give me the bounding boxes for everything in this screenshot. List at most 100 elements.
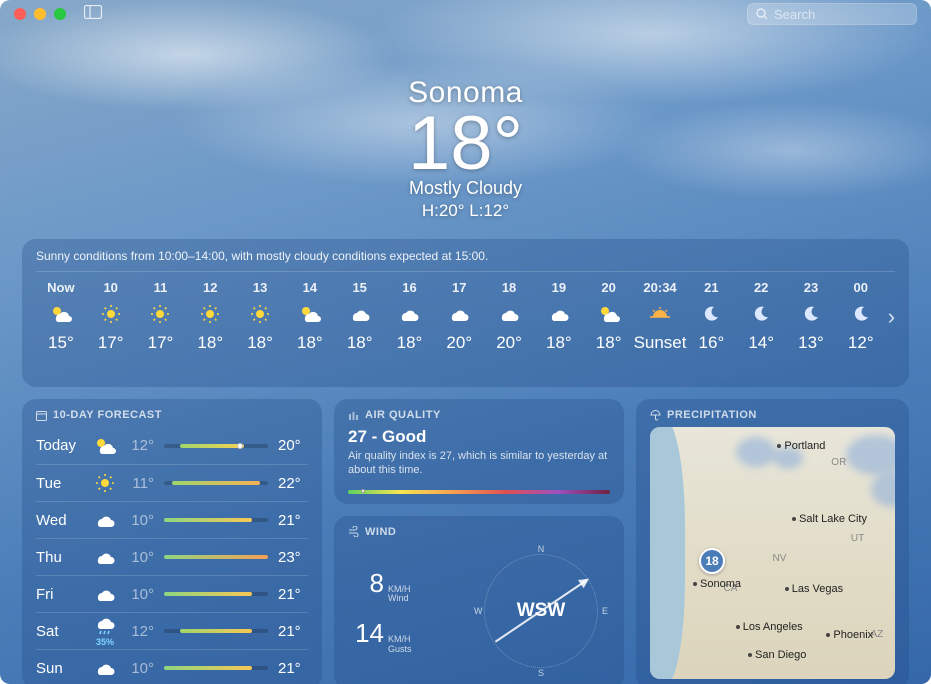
wind-speed: 8 xyxy=(348,568,384,599)
hourly-item[interactable]: 17 20° xyxy=(434,280,484,353)
hour-time: 19 xyxy=(552,280,566,295)
search-field[interactable] xyxy=(747,3,917,25)
map-city-label: Phoenix xyxy=(826,629,873,641)
minimize-button[interactable] xyxy=(34,8,46,20)
forecast-row[interactable]: Fri10°21° xyxy=(36,575,308,612)
hourly-item[interactable]: 23 13° xyxy=(786,280,836,353)
hourly-item[interactable]: 2214° xyxy=(736,280,786,353)
hour-time: 15 xyxy=(352,280,366,295)
map-location-pin[interactable]: 18 xyxy=(699,548,725,574)
drizzle-icon: 35% xyxy=(90,615,120,647)
forecast-range-bar xyxy=(164,592,268,596)
forecast-range-bar xyxy=(164,666,268,670)
forecast-day: Today xyxy=(36,437,90,454)
forecast-row[interactable]: Sat35%12° 21° xyxy=(36,612,308,649)
aq-scale-bar xyxy=(348,490,610,494)
hour-time: 17 xyxy=(452,280,466,295)
forecast-low: 12° xyxy=(120,623,154,640)
hourly-item[interactable]: 2018° xyxy=(584,280,634,353)
hourly-item[interactable]: 1318° xyxy=(235,280,285,353)
forecast-high: 23° xyxy=(278,549,308,566)
forecast-day: Thu xyxy=(36,549,90,566)
hour-value: 13° xyxy=(798,333,824,353)
hourly-item[interactable]: 2116° xyxy=(687,280,737,353)
sidebar-toggle-icon[interactable] xyxy=(84,5,102,24)
partly-cloudy-icon xyxy=(49,303,73,325)
forecast-row[interactable]: Wed10°21° xyxy=(36,501,308,538)
forecast-range-bar xyxy=(164,629,268,633)
aq-title: AIR QUALITY xyxy=(348,409,610,421)
hour-value: 18° xyxy=(546,333,572,353)
cloudy-icon xyxy=(348,303,372,325)
forecast-day: Wed xyxy=(36,512,90,529)
hourly-item[interactable]: 1518° xyxy=(335,280,385,353)
clear-night-icon xyxy=(851,303,871,325)
search-input[interactable] xyxy=(774,7,908,22)
hourly-item[interactable]: 1218° xyxy=(185,280,235,353)
hour-time: 21 xyxy=(704,280,718,295)
titlebar xyxy=(0,0,931,28)
hour-time: 13 xyxy=(253,280,267,295)
hourly-item[interactable]: 1117° xyxy=(136,280,186,353)
forecast-range-bar xyxy=(164,444,268,448)
wind-panel[interactable]: WIND 8 KM/HWind 14 KM/HGusts xyxy=(334,516,624,684)
map-state-label: OR xyxy=(831,457,846,468)
hourly-scroll-right[interactable]: › xyxy=(886,304,895,330)
hour-time: 22 xyxy=(754,280,768,295)
umbrella-icon xyxy=(650,410,661,421)
hourly-item[interactable]: 20:34 Sunset xyxy=(634,280,687,353)
forecast-row[interactable]: Today12°20° xyxy=(36,427,308,464)
hour-time: 16 xyxy=(402,280,416,295)
forecast-day: Sun xyxy=(36,660,90,677)
hour-time: 20:34 xyxy=(643,280,676,295)
hourly-item[interactable]: Now15° xyxy=(36,280,86,353)
sunny-icon xyxy=(149,303,171,325)
cloudy-icon xyxy=(497,303,521,325)
precip-blob xyxy=(736,437,776,467)
forecast-range-bar xyxy=(164,555,268,559)
current-condition: Mostly Cloudy xyxy=(0,178,931,199)
hour-value: 20° xyxy=(446,333,472,353)
hourly-item[interactable]: 1418° xyxy=(285,280,335,353)
hour-value: 17° xyxy=(98,333,124,353)
hour-value: 20° xyxy=(496,333,522,353)
air-quality-panel[interactable]: AIR QUALITY 27 - Good Air quality index … xyxy=(334,399,624,504)
forecast-row[interactable]: Sun10°21° xyxy=(36,649,308,684)
forecast-day: Tue xyxy=(36,475,90,492)
hour-time: 00 xyxy=(854,280,868,295)
hour-time: 23 xyxy=(804,280,818,295)
forecast-row[interactable]: Tue11°22° xyxy=(36,464,308,501)
wind-title: WIND xyxy=(348,526,610,538)
hourly-summary: Sunny conditions from 10:00–14:00, with … xyxy=(36,249,895,272)
ten-day-forecast-panel[interactable]: 10-DAY FORECAST Today12°20°Tue11°22°Wed1… xyxy=(22,399,322,684)
hourly-item[interactable]: 19 18° xyxy=(534,280,584,353)
hourly-item[interactable]: 1017° xyxy=(86,280,136,353)
wind-readings: 8 KM/HWind 14 KM/HGusts xyxy=(348,568,412,656)
cloudy-icon xyxy=(90,659,120,677)
hour-value: 18° xyxy=(596,333,622,353)
forecast-high: 21° xyxy=(278,660,308,677)
hourly-item[interactable]: 1820° xyxy=(484,280,534,353)
precipitation-map[interactable]: ORNVUTCAAZPortlandSalt Lake CityLas Vega… xyxy=(650,427,895,679)
precipitation-panel[interactable]: PRECIPITATION ORNVUTCAAZPortlandSalt Lak… xyxy=(636,399,909,684)
clear-night-icon xyxy=(801,303,821,325)
forecast-day: Sat xyxy=(36,623,90,640)
cloudy-icon xyxy=(90,585,120,603)
hourly-item[interactable]: 1618° xyxy=(385,280,435,353)
cloudy-icon xyxy=(447,303,471,325)
wind-gusts: 14 xyxy=(348,618,384,649)
wind-compass: N S E W WSW xyxy=(476,546,606,676)
forecast-high: 20° xyxy=(278,437,308,454)
forecast-row[interactable]: Thu10°23° xyxy=(36,538,308,575)
clear-night-icon xyxy=(751,303,771,325)
hour-value: 17° xyxy=(148,333,174,353)
precip-title: PRECIPITATION xyxy=(650,409,895,421)
hour-value: Sunset xyxy=(634,333,687,353)
aq-marker xyxy=(361,489,365,493)
hourly-item[interactable]: 0012° xyxy=(836,280,886,353)
fullscreen-button[interactable] xyxy=(54,8,66,20)
hourly-forecast-panel[interactable]: Sunny conditions from 10:00–14:00, with … xyxy=(22,239,909,387)
hour-time: 14 xyxy=(303,280,317,295)
forecast-high: 21° xyxy=(278,623,308,640)
close-button[interactable] xyxy=(14,8,26,20)
